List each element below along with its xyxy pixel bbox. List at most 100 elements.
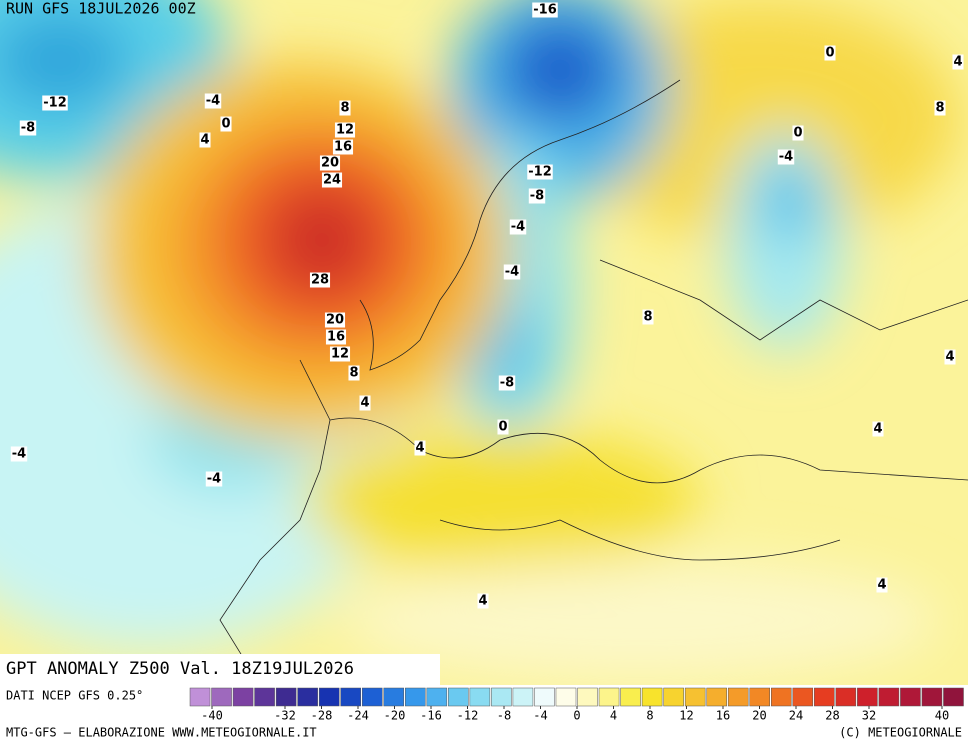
title-box — [0, 654, 440, 685]
contour-labels: -160-12 -4 8-8 0 124 160-420-1224-8-428-48201… — [10, 2, 964, 609]
colorbar-swatch — [405, 687, 426, 707]
contour-label: 0 — [221, 117, 230, 132]
colorbar-label: 20 — [752, 709, 766, 723]
contour-label: -4 — [207, 472, 221, 487]
colorbar-swatch — [878, 687, 900, 707]
contour-label: 0 — [793, 126, 802, 141]
contour-label: 20 — [326, 313, 344, 328]
contour-label-box — [792, 125, 804, 141]
contour-label-box — [19, 120, 37, 136]
colorbar-swatch — [727, 687, 749, 707]
colorbar-label: -40 — [201, 709, 223, 723]
contour-label: -4 — [505, 265, 519, 280]
contour-label: -4 — [511, 220, 525, 235]
contour-label: 16 — [327, 330, 345, 345]
colorbar-label: 24 — [789, 709, 803, 723]
contour-label: 4 — [478, 594, 487, 609]
contour-label-box — [952, 54, 964, 70]
colorbar-swatch — [361, 687, 383, 707]
colorbar-swatch — [426, 687, 448, 707]
contour-label-box — [205, 471, 223, 487]
colorbar-swatch — [534, 687, 555, 707]
contour-label-box — [339, 100, 351, 116]
colorbar-swatch — [900, 687, 921, 707]
colorbar-label: 28 — [825, 709, 839, 723]
data-source: DATI NCEP GFS 0.25° — [6, 689, 143, 703]
contour-label: 4 — [200, 133, 209, 148]
colorbar-label: 40 — [935, 709, 949, 723]
contour-label-box — [414, 440, 426, 456]
contour-label: -8 — [530, 189, 544, 204]
contour-label: 4 — [877, 578, 886, 593]
colorbar-swatch — [555, 687, 577, 707]
contour-label-box — [321, 172, 343, 188]
colorbar-swatch — [577, 687, 598, 707]
colorbar-swatch — [771, 687, 792, 707]
contour-label: -8 — [21, 121, 35, 136]
colorbar-swatch — [254, 687, 275, 707]
contour-label: -4 — [12, 447, 26, 462]
colorbar-label: 16 — [716, 709, 730, 723]
colorbar-swatch — [469, 687, 491, 707]
contour-label: 0 — [825, 46, 834, 61]
colorbar-swatch — [835, 687, 857, 707]
colorbar-swatch — [620, 687, 641, 707]
contour-label: 28 — [311, 273, 329, 288]
contour-label: 4 — [945, 350, 954, 365]
contour-label-box — [532, 2, 558, 18]
colorbar-swatch — [598, 687, 620, 707]
colorbar-swatch — [921, 687, 943, 707]
colorbar-swatch — [684, 687, 706, 707]
contour-label-box — [497, 419, 509, 435]
contour-label-box — [509, 219, 527, 235]
footer-left: MTG-GFS — ELABORAZIONE WWW.METEOGIORNALE… — [6, 726, 317, 740]
contour-label-box — [944, 349, 956, 365]
colorbar-label: -16 — [420, 709, 442, 723]
colorbar-swatch — [749, 687, 771, 707]
contour-label: 4 — [873, 422, 882, 437]
contour-label-box — [876, 577, 888, 593]
contour-label-box — [642, 309, 654, 325]
colorbar-label: 12 — [679, 709, 693, 723]
colorbar-swatch — [706, 687, 727, 707]
footer-right: (C) METEOGIORNALE — [839, 726, 962, 740]
colorbar-label: -4 — [533, 709, 547, 723]
contour-label: 24 — [323, 173, 341, 188]
contour-label: 4 — [415, 441, 424, 456]
colorbar-label: -28 — [311, 709, 333, 723]
contour-label: -4 — [206, 94, 220, 109]
colorbar-swatch — [189, 687, 211, 707]
colorbar-swatch — [943, 687, 964, 707]
contour-label-box — [204, 93, 222, 109]
contour-label-box — [42, 95, 68, 111]
contour-label-box — [348, 365, 360, 381]
contour-label-box — [498, 375, 516, 391]
colorbar-swatch — [275, 687, 297, 707]
contour-label: 8 — [349, 366, 358, 381]
contour-label: 12 — [336, 123, 354, 138]
contour-label-box — [934, 100, 946, 116]
colorbar-swatch — [448, 687, 469, 707]
contour-label-box — [329, 346, 351, 362]
colorbar-swatch — [318, 687, 340, 707]
colorbar-swatch — [383, 687, 405, 707]
colorbar-label: -32 — [274, 709, 296, 723]
colorbar-swatch — [512, 687, 534, 707]
colorbar-label: -20 — [384, 709, 406, 723]
contour-label: 8 — [935, 101, 944, 116]
contour-label-box — [309, 272, 331, 288]
colorbar-label: -24 — [347, 709, 369, 723]
contour-label-box — [199, 132, 211, 148]
colorbar: -40 -32 -28 -24 -20 -16 -12 -8 -4 0 4 8 12 16 20 24 28 32… — [189, 687, 964, 723]
contour-label-box — [332, 139, 354, 155]
contour-label: -16 — [533, 3, 557, 18]
contour-label-box — [477, 593, 489, 609]
contour-label: 4 — [360, 396, 369, 411]
contour-label-box — [220, 116, 232, 132]
contour-label: -8 — [500, 376, 514, 391]
contour-label: -12 — [43, 96, 67, 111]
colorbar-swatch — [792, 687, 814, 707]
colorbar-swatch — [491, 687, 512, 707]
map-title: GPT ANOMALY Z500 Val. 18Z19JUL2026 — [6, 659, 354, 679]
contour-label-box — [324, 312, 346, 328]
